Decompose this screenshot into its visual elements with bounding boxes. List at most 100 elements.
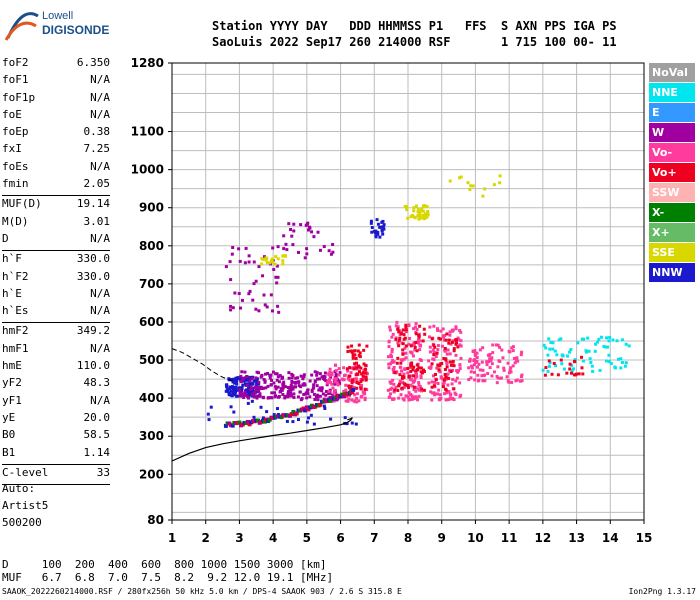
echo-point	[354, 373, 358, 377]
echo-point	[590, 364, 594, 368]
echo-point	[413, 215, 417, 219]
echo-point	[276, 385, 280, 389]
echo-point	[229, 278, 233, 282]
x-tick-label: 13	[568, 531, 585, 545]
echo-point	[406, 367, 410, 371]
echo-point	[281, 393, 285, 397]
echo-point	[466, 181, 470, 185]
echo-point	[427, 381, 431, 385]
echo-point	[593, 349, 597, 353]
echo-point	[426, 210, 430, 214]
x-tick-label: 14	[602, 531, 619, 545]
echo-point	[298, 390, 302, 394]
echo-point	[418, 212, 422, 216]
echo-point	[414, 204, 418, 208]
param-row: MUF(D) 19.14	[2, 197, 110, 214]
echo-point	[391, 358, 395, 362]
echo-point	[354, 422, 358, 426]
param-value: 330.0	[76, 269, 110, 283]
echo-point	[390, 397, 394, 401]
echo-point	[306, 228, 310, 232]
echo-point	[315, 384, 319, 388]
echo-point	[549, 340, 553, 344]
echo-point	[470, 364, 474, 368]
echo-point	[604, 345, 608, 349]
echo-point	[333, 380, 337, 384]
echo-point	[624, 361, 628, 365]
echo-point	[413, 348, 417, 352]
echo-point	[303, 383, 307, 387]
echo-point	[369, 221, 373, 225]
param-name: fxI	[2, 142, 22, 156]
echo-point	[414, 332, 418, 336]
auto-label: Auto:	[2, 482, 36, 495]
echo-point	[407, 391, 411, 395]
param-separator	[2, 463, 110, 465]
echo-point	[472, 359, 476, 363]
trace-point	[237, 420, 242, 425]
echo-point	[496, 365, 500, 369]
echo-point	[264, 372, 268, 376]
echo-point	[434, 378, 438, 382]
echo-point	[270, 257, 274, 261]
echo-point	[572, 367, 576, 371]
echo-point	[451, 361, 455, 365]
echo-point	[400, 376, 404, 380]
echo-point	[274, 387, 278, 391]
echo-point	[580, 355, 584, 359]
echo-point	[401, 348, 405, 352]
echo-point	[325, 381, 329, 385]
echo-point	[416, 340, 420, 344]
param-name: D	[2, 231, 9, 245]
echo-point	[511, 349, 515, 353]
echo-point	[619, 357, 623, 361]
echo-point	[271, 259, 275, 263]
echo-point	[353, 353, 357, 357]
echo-point	[334, 377, 338, 381]
echo-point	[492, 370, 496, 374]
echo-point	[381, 219, 385, 223]
echo-point	[548, 347, 552, 351]
echo-point	[328, 377, 332, 381]
echo-point	[418, 348, 422, 352]
param-name: B1	[2, 445, 16, 459]
echo-point	[388, 392, 392, 396]
echo-point	[410, 361, 414, 365]
echo-point	[362, 348, 366, 352]
echo-point	[253, 385, 257, 389]
param-row: fmin 2.05	[2, 177, 110, 194]
echo-point	[337, 367, 341, 371]
echo-point	[277, 380, 281, 384]
echo-point	[260, 262, 264, 266]
echo-point	[291, 387, 295, 391]
echo-point	[286, 392, 290, 396]
echo-point	[328, 370, 332, 374]
echo-point	[439, 396, 443, 400]
echo-point	[275, 281, 279, 285]
echo-point	[423, 332, 427, 336]
echo-point	[402, 333, 406, 337]
echo-point	[238, 391, 242, 395]
echo-point	[397, 396, 401, 400]
echo-point	[399, 361, 403, 365]
param-name: h`E	[2, 286, 22, 300]
echo-point	[337, 379, 341, 383]
echo-point	[280, 388, 284, 392]
echo-point	[406, 216, 410, 220]
echo-point	[620, 360, 624, 364]
y-tick-label: 200	[139, 467, 164, 481]
echo-point	[346, 399, 350, 403]
echo-point	[510, 380, 514, 384]
echo-point	[431, 357, 435, 361]
x-tick-label: 15	[636, 531, 653, 545]
echo-point	[502, 368, 506, 372]
echo-point	[252, 395, 256, 399]
echo-point	[598, 368, 602, 372]
echo-point	[225, 385, 229, 389]
echo-point	[419, 359, 423, 363]
echo-point	[308, 395, 312, 399]
echo-point	[354, 366, 358, 370]
echo-point	[624, 342, 628, 346]
param-name: foF1p	[2, 90, 36, 104]
echo-point	[428, 325, 432, 329]
